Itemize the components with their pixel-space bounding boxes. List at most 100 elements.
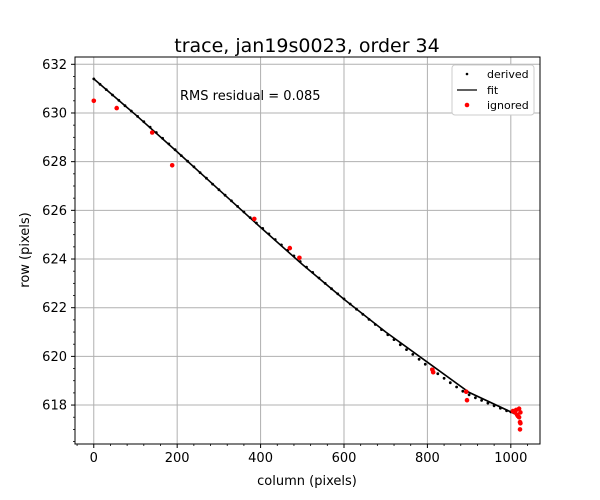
fit-line bbox=[93, 78, 520, 417]
derived-point bbox=[448, 381, 452, 385]
derived-point bbox=[492, 404, 496, 408]
derived-point bbox=[248, 216, 252, 220]
x-axis-label: column (pixels) bbox=[257, 474, 357, 489]
derived-point bbox=[392, 338, 396, 341]
y-tick-label: 620 bbox=[42, 350, 67, 365]
derived-point bbox=[417, 357, 421, 361]
derived-point bbox=[217, 188, 221, 192]
derived-point bbox=[280, 243, 283, 247]
y-tick-label: 632 bbox=[42, 58, 67, 73]
derived-point bbox=[436, 372, 440, 376]
ignored-point bbox=[517, 427, 523, 432]
derived-point bbox=[423, 362, 427, 366]
derived-point bbox=[386, 333, 390, 337]
derived-point bbox=[111, 93, 114, 97]
derived-point bbox=[480, 399, 483, 402]
derived-point bbox=[129, 109, 133, 113]
derived-point bbox=[261, 227, 265, 230]
derived-point bbox=[230, 199, 233, 203]
ignored-point bbox=[518, 421, 523, 426]
derived-point bbox=[317, 276, 321, 280]
derived-point bbox=[455, 385, 458, 389]
derived-point bbox=[323, 282, 327, 285]
fit-series bbox=[93, 78, 520, 417]
derived-point bbox=[330, 287, 333, 291]
derived-point bbox=[373, 323, 377, 326]
derived-point bbox=[267, 232, 271, 236]
ignored-point bbox=[114, 105, 119, 111]
derived-point bbox=[167, 142, 171, 146]
legend-fit-label: fit bbox=[487, 84, 499, 97]
derived-point bbox=[467, 393, 471, 397]
ignored-point bbox=[297, 255, 302, 261]
derived-point bbox=[298, 260, 302, 263]
ignored-point bbox=[464, 397, 470, 403]
derived-point bbox=[486, 401, 490, 405]
legend-ignored-marker bbox=[464, 102, 470, 108]
ignored-point bbox=[91, 98, 97, 104]
derived-point bbox=[173, 148, 177, 152]
derived-point bbox=[98, 82, 102, 86]
derived-point bbox=[236, 205, 240, 208]
derived-point bbox=[355, 307, 358, 311]
ignored-point bbox=[516, 414, 522, 420]
derived-point bbox=[142, 120, 146, 124]
derived-point bbox=[205, 176, 208, 180]
derived-point bbox=[442, 376, 446, 380]
x-tick-label: 400 bbox=[248, 451, 273, 466]
legend-derived-marker bbox=[465, 72, 469, 76]
legend-derived-label: derived bbox=[487, 68, 529, 81]
derived-point bbox=[223, 193, 227, 197]
x-tick-label: 200 bbox=[165, 451, 190, 466]
ignored-point bbox=[430, 369, 436, 375]
derived-point bbox=[198, 171, 202, 175]
ignored-series bbox=[91, 98, 523, 432]
y-tick-label: 628 bbox=[42, 155, 67, 170]
derived-point bbox=[148, 125, 152, 129]
derived-point bbox=[104, 88, 108, 91]
ignored-point bbox=[287, 245, 293, 251]
y-tick-label: 630 bbox=[42, 106, 67, 121]
plot-frame bbox=[74, 56, 541, 445]
axis-ticks: 0 200 400 600 800 1000 618 620 622 624 626 628 630 63… bbox=[42, 58, 528, 466]
y-tick-label: 624 bbox=[42, 253, 67, 268]
derived-point bbox=[367, 318, 371, 321]
derived-point bbox=[92, 77, 96, 81]
y-tick-label: 626 bbox=[42, 204, 67, 219]
derived-point bbox=[499, 406, 502, 410]
derived-point bbox=[505, 409, 508, 413]
ignored-point bbox=[463, 389, 469, 395]
legend-box bbox=[451, 64, 535, 116]
derived-point bbox=[292, 254, 296, 258]
chart-title: trace, jan19s0023, order 34 bbox=[174, 35, 439, 57]
ignored-point bbox=[516, 406, 522, 412]
derived-point bbox=[117, 98, 121, 102]
derived-point bbox=[361, 312, 365, 316]
derived-point bbox=[398, 343, 402, 347]
derived-point bbox=[136, 115, 140, 118]
derived-point bbox=[474, 396, 477, 400]
ignored-point bbox=[169, 163, 175, 168]
y-tick-label: 618 bbox=[42, 399, 67, 414]
x-tick-label: 1000 bbox=[494, 451, 527, 466]
y-tick-label: 622 bbox=[42, 301, 67, 316]
x-tick-label: 800 bbox=[415, 451, 440, 466]
derived-point bbox=[186, 159, 190, 163]
ignored-point bbox=[252, 216, 257, 222]
derived-point bbox=[211, 182, 215, 186]
x-tick-label: 0 bbox=[90, 451, 98, 466]
derived-point bbox=[336, 292, 340, 296]
x-tick-label: 600 bbox=[332, 451, 357, 466]
rms-annotation: RMS residual = 0.085 bbox=[180, 89, 321, 104]
derived-point bbox=[311, 271, 315, 274]
derived-point bbox=[123, 104, 127, 108]
derived-point bbox=[411, 353, 415, 356]
derived-point bbox=[179, 154, 183, 158]
derived-point bbox=[405, 348, 408, 351]
derived-point bbox=[273, 238, 277, 241]
legend-ignored-label: ignored bbox=[487, 99, 529, 112]
ignored-point bbox=[518, 410, 523, 415]
derived-point bbox=[380, 328, 383, 331]
derived-point bbox=[348, 302, 352, 306]
derived-point bbox=[192, 165, 196, 169]
